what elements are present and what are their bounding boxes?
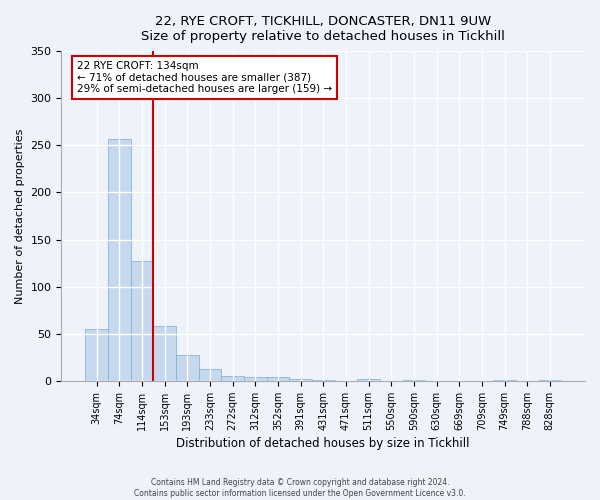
Bar — [403, 380, 425, 381]
X-axis label: Distribution of detached houses by size in Tickhill: Distribution of detached houses by size … — [176, 437, 470, 450]
Bar — [108, 138, 131, 381]
Text: Contains HM Land Registry data © Crown copyright and database right 2024.
Contai: Contains HM Land Registry data © Crown c… — [134, 478, 466, 498]
Bar — [131, 261, 153, 381]
Bar — [221, 376, 244, 381]
Bar — [312, 380, 335, 381]
Bar — [266, 377, 289, 381]
Title: 22, RYE CROFT, TICKHILL, DONCASTER, DN11 9UW
Size of property relative to detach: 22, RYE CROFT, TICKHILL, DONCASTER, DN11… — [141, 15, 505, 43]
Text: 22 RYE CROFT: 134sqm
← 71% of detached houses are smaller (387)
29% of semi-deta: 22 RYE CROFT: 134sqm ← 71% of detached h… — [77, 61, 332, 94]
Bar — [493, 380, 516, 381]
Bar — [199, 368, 221, 381]
Y-axis label: Number of detached properties: Number of detached properties — [15, 128, 25, 304]
Bar — [85, 329, 108, 381]
Bar — [357, 379, 380, 381]
Bar — [153, 326, 176, 381]
Bar — [176, 356, 199, 381]
Bar — [244, 377, 266, 381]
Bar — [539, 380, 561, 381]
Bar — [289, 379, 312, 381]
